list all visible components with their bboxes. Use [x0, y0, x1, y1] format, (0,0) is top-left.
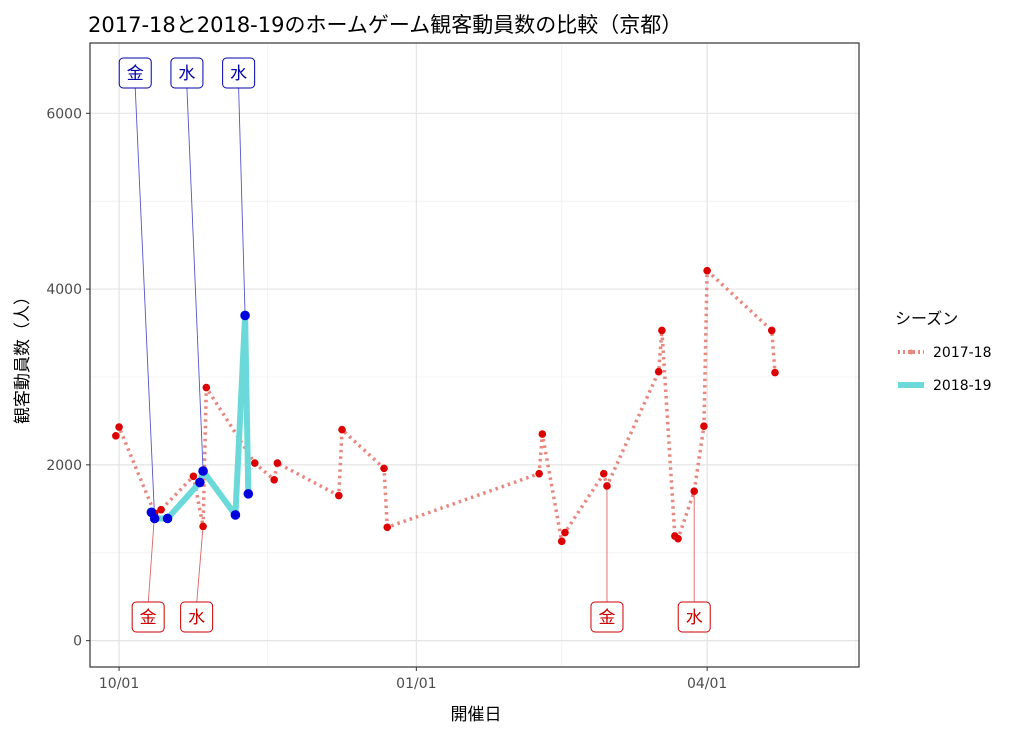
annotation-label: 金 — [140, 608, 157, 628]
data-point-2017-18 — [334, 491, 343, 500]
annotation-label: 水 — [188, 608, 205, 628]
legend-label-2018-19: 2018-19 — [933, 378, 992, 394]
data-point-2017-18 — [690, 487, 699, 496]
annotation-label-box — [180, 601, 214, 633]
data-point-2017-18 — [561, 528, 569, 537]
legend: シーズン 2017-18 2018-19 — [895, 309, 992, 394]
data-point-2017-18 — [157, 505, 165, 514]
annotation-connector — [186, 87, 204, 472]
data-point-2017-18 — [270, 476, 278, 484]
x-tick-label: 01/01 — [396, 676, 436, 692]
plot-area: 10/01 01/01 04/010200040006000金水水金水金水 — [46, 42, 860, 692]
annotation-label-box — [118, 57, 152, 89]
y-tick-label: 0 — [73, 634, 82, 650]
x-tick-label: 04/01 — [687, 676, 727, 692]
data-point-2018-19 — [230, 510, 241, 520]
y-axis-title: 観客動員数（人） — [13, 288, 33, 424]
data-point-2017-18 — [603, 482, 611, 490]
annotation-label-box — [170, 57, 204, 89]
y-tick-label: 4000 — [46, 282, 82, 298]
annotation-connector — [134, 87, 156, 519]
data-point-2017-18 — [189, 472, 198, 481]
data-point-2018-19 — [243, 489, 254, 499]
legend-label-2017-18: 2017-18 — [933, 345, 992, 361]
annotation-connector — [238, 87, 246, 316]
data-point-2017-18 — [557, 537, 566, 546]
data-point-2017-18 — [115, 423, 123, 431]
legend-title: シーズン — [895, 309, 958, 328]
data-point-2017-18 — [338, 425, 346, 434]
data-point-2018-19 — [149, 513, 160, 524]
plot-border — [89, 42, 860, 668]
data-point-2017-18 — [767, 326, 776, 335]
annotation-label-box — [222, 57, 256, 89]
plot-background — [90, 43, 859, 667]
data-point-2018-19 — [240, 310, 250, 321]
chart-title: 2017-18と2018-19のホームゲーム観客動員数の比較（京都） — [88, 13, 682, 37]
annotation-label-box — [590, 601, 624, 633]
x-tick-label: 10/01 — [99, 676, 139, 692]
data-point-2017-18 — [250, 459, 259, 467]
annotation-label-box — [131, 601, 165, 633]
data-point-2018-19 — [198, 466, 208, 476]
x-axis-title: 開催日 — [451, 705, 502, 725]
data-point-2018-19 — [195, 477, 205, 488]
data-point-2017-18 — [112, 432, 120, 440]
data-point-2017-18 — [703, 266, 711, 275]
data-point-2017-18 — [380, 464, 388, 473]
data-point-2017-18 — [674, 534, 682, 543]
annotation-label: 水 — [230, 64, 247, 84]
annotation-label: 水 — [686, 608, 703, 628]
annotation-label: 水 — [178, 64, 195, 84]
y-tick-label: 2000 — [46, 458, 82, 474]
annotation-label-box — [677, 601, 711, 633]
data-point-2017-18 — [599, 469, 608, 478]
data-point-2017-18 — [771, 368, 779, 377]
y-tick-label: 6000 — [46, 106, 82, 122]
annotation-connector — [147, 513, 156, 605]
data-point-2017-18 — [700, 422, 708, 430]
data-point-2017-18 — [273, 459, 282, 467]
data-point-2017-18 — [535, 469, 543, 478]
data-point-2017-18 — [538, 430, 547, 438]
data-point-2017-18 — [199, 522, 207, 531]
annotation-connector — [196, 526, 204, 605]
data-point-2017-18 — [383, 523, 392, 532]
legend-key-dot-2017-18 — [908, 349, 914, 355]
annotation-label: 金 — [127, 64, 144, 84]
data-point-2017-18 — [202, 383, 211, 392]
annotation-label: 金 — [598, 608, 615, 628]
legend-key-dot-2018-19 — [908, 382, 914, 388]
data-point-2018-19 — [162, 513, 173, 524]
data-point-2017-18 — [654, 367, 663, 376]
data-point-2017-18 — [658, 326, 666, 335]
